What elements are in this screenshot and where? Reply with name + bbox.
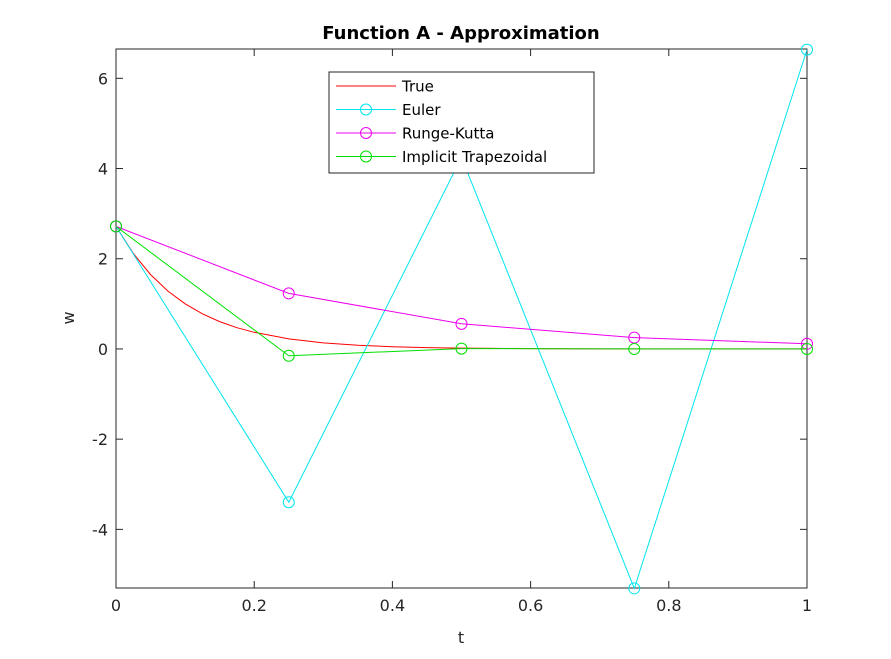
- legend-label-euler: Euler: [402, 101, 441, 119]
- y-tick-label: 0: [98, 340, 108, 359]
- y-tick-label: -4: [92, 520, 108, 539]
- x-axis-label: t: [458, 628, 464, 647]
- data-point-implicit-trapezoidal: [628, 342, 641, 355]
- series-line-implicit-trapezoidal: [115, 225, 807, 357]
- legend: True Euler Runge-Kutta Implicit Trapezoidal: [328, 71, 595, 174]
- legend-marker-runge-kutta: [360, 127, 372, 139]
- data-point-euler: [282, 496, 295, 509]
- legend-marker-euler: [360, 103, 372, 116]
- x-tick-label: 0.6: [518, 596, 543, 615]
- y-tick-label: 2: [98, 250, 108, 269]
- y-tick-label: -2: [92, 430, 108, 449]
- x-tick-label: 0.8: [656, 596, 681, 615]
- data-point-implicit-trapezoidal: [801, 342, 813, 355]
- data-point-euler: [628, 582, 641, 595]
- y-axis-label: w: [59, 311, 78, 324]
- data-point-euler: [801, 43, 813, 56]
- x-tick-label: 0.2: [241, 596, 266, 615]
- data-point-implicit-trapezoidal: [110, 220, 122, 233]
- y-tick-label: 4: [98, 160, 108, 179]
- x-tick-label: 0.4: [380, 596, 405, 615]
- series-line-runge-kutta: [115, 225, 808, 345]
- data-point-runge-kutta: [455, 317, 468, 330]
- data-point-runge-kutta: [282, 287, 295, 300]
- legend-marker-implicit-trapezoidal: [360, 150, 372, 163]
- x-tick-label: 0: [111, 596, 121, 615]
- data-point-implicit-trapezoidal: [282, 349, 295, 362]
- y-tick-label: 6: [98, 69, 108, 88]
- legend-label-runge-kutta: Runge-Kutta: [402, 125, 494, 143]
- chart-title: Function A - Approximation: [322, 23, 599, 44]
- data-point-implicit-trapezoidal: [455, 342, 468, 355]
- x-tick-label: 1: [802, 596, 812, 615]
- legend-label-true: True: [401, 78, 434, 96]
- legend-label-implicit-trapezoidal: Implicit Trapezoidal: [402, 148, 547, 166]
